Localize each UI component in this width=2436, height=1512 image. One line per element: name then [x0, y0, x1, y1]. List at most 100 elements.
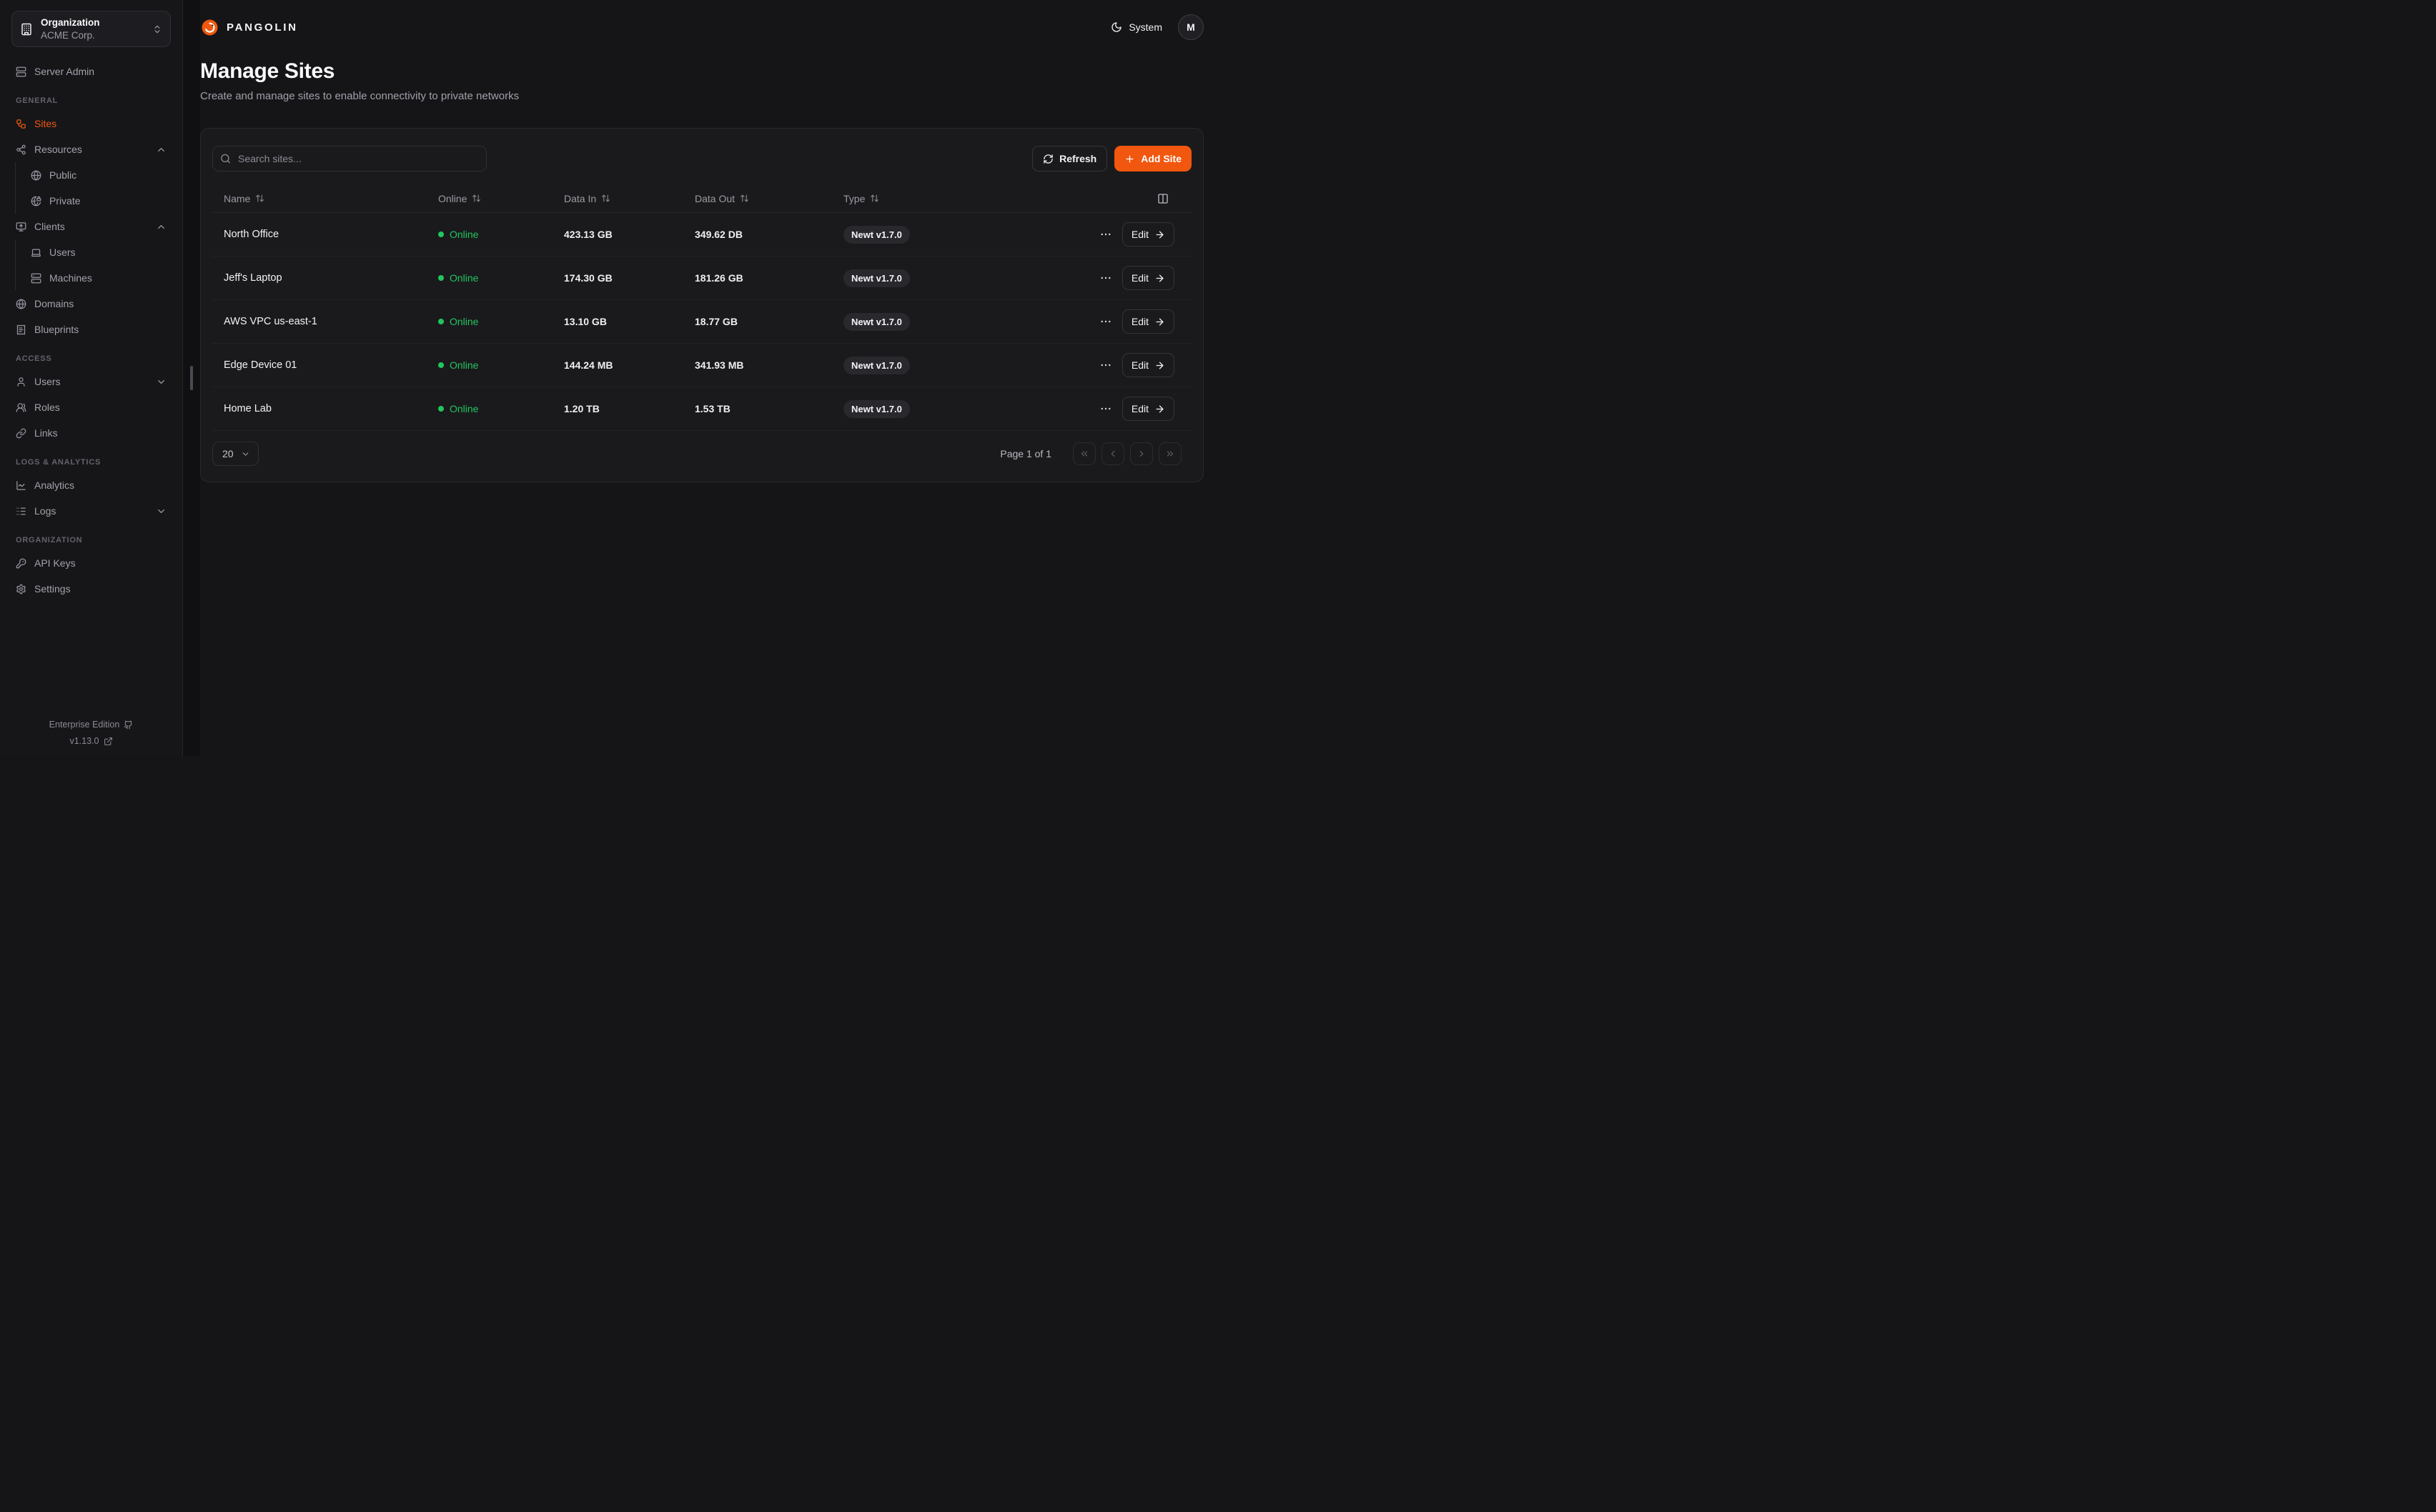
- first-page-button[interactable]: [1073, 442, 1096, 465]
- chevron-down-icon: [241, 449, 250, 459]
- row-more-button[interactable]: [1099, 315, 1112, 328]
- sidebar-item-machines[interactable]: Machines: [16, 265, 171, 291]
- sidebar-item-label: Users: [49, 247, 76, 259]
- search-box: [212, 146, 487, 171]
- row-more-button[interactable]: [1099, 228, 1112, 241]
- row-actions: Edit: [983, 353, 1187, 377]
- more-icon: [1099, 228, 1112, 241]
- server-icon: [16, 66, 26, 77]
- section-label-access: ACCESS: [16, 354, 52, 364]
- sidebar-item-api-keys[interactable]: API Keys: [11, 550, 171, 576]
- refresh-label: Refresh: [1059, 153, 1097, 164]
- last-page-button[interactable]: [1159, 442, 1182, 465]
- row-edit-button[interactable]: Edit: [1122, 353, 1174, 377]
- sidebar-item-client-users[interactable]: Users: [16, 239, 171, 265]
- sidebar-item-roles[interactable]: Roles: [11, 394, 171, 420]
- status-label: Online: [450, 403, 479, 414]
- column-header-name[interactable]: Name: [217, 193, 431, 204]
- row-edit-button[interactable]: Edit: [1122, 266, 1174, 290]
- resources-icon: [16, 144, 26, 155]
- theme-toggle[interactable]: System: [1111, 21, 1162, 33]
- status-badge: Online: [431, 229, 557, 240]
- refresh-button[interactable]: Refresh: [1032, 146, 1108, 171]
- chevron-left-icon: [1108, 449, 1118, 459]
- row-more-button[interactable]: [1099, 272, 1112, 284]
- chevron-down-icon: [156, 506, 167, 517]
- edit-label: Edit: [1131, 403, 1149, 414]
- sidebar-item-logs[interactable]: Logs: [11, 498, 171, 524]
- laptop-icon: [31, 247, 41, 258]
- search-input[interactable]: [212, 146, 487, 171]
- sidebar-item-private[interactable]: Private: [16, 188, 171, 214]
- sidebar-item-domains[interactable]: Domains: [11, 291, 171, 317]
- sidebar-item-links[interactable]: Links: [11, 420, 171, 446]
- sidebar-item-server-admin[interactable]: Server Admin: [11, 59, 171, 84]
- sidebar-item-label: Resources: [34, 144, 82, 156]
- sort-icon: [740, 194, 749, 203]
- table-row: North Office Online 423.13 GB 349.62 DB …: [212, 213, 1192, 257]
- sort-icon: [601, 194, 610, 203]
- chart-line-icon: [16, 480, 26, 491]
- row-actions: Edit: [983, 266, 1187, 290]
- sidebar-item-sites[interactable]: Sites: [11, 111, 171, 136]
- sidebar-item-analytics[interactable]: Analytics: [11, 472, 171, 498]
- sidebar-item-settings[interactable]: Settings: [11, 576, 171, 602]
- column-label: Online: [438, 192, 467, 204]
- column-header-online[interactable]: Online: [431, 193, 557, 204]
- table-row: Home Lab Online 1.20 TB 1.53 TB Newt v1.…: [212, 387, 1192, 431]
- main-content: PANGOLIN System M Manage Sites Create an…: [200, 0, 1218, 756]
- row-edit-button[interactable]: Edit: [1122, 222, 1174, 247]
- column-label: Type: [843, 192, 866, 204]
- toggle-columns-button[interactable]: [1157, 193, 1169, 204]
- add-site-button[interactable]: Add Site: [1114, 146, 1192, 171]
- sidebar-item-public[interactable]: Public: [16, 162, 171, 188]
- refresh-icon: [1043, 154, 1054, 164]
- sidebar-item-users[interactable]: Users: [11, 369, 171, 394]
- edit-label: Edit: [1131, 229, 1149, 240]
- topbar-right: System M: [1111, 14, 1204, 40]
- chevron-down-icon: [156, 377, 167, 387]
- data-in-value: 1.20 TB: [564, 403, 600, 414]
- row-more-button[interactable]: [1099, 402, 1112, 415]
- sidebar-item-label: Analytics: [34, 479, 75, 492]
- next-page-button[interactable]: [1130, 442, 1153, 465]
- online-dot: [438, 362, 444, 368]
- page-title: Manage Sites: [200, 59, 335, 83]
- chevron-up-icon: [156, 222, 167, 232]
- org-switcher[interactable]: Organization ACME Corp.: [11, 11, 171, 48]
- org-switcher-value: ACME Corp.: [41, 29, 95, 41]
- sidebar-item-blueprints[interactable]: Blueprints: [11, 317, 171, 342]
- version-link[interactable]: v1.13.0: [69, 736, 112, 746]
- sidebar-item-label: Links: [34, 427, 58, 439]
- chevron-up-icon: [156, 144, 167, 155]
- data-out-value: 349.62 DB: [695, 229, 743, 240]
- row-edit-button[interactable]: Edit: [1122, 397, 1174, 421]
- sidebar-item-label: Logs: [34, 505, 56, 517]
- sidebar: Organization ACME Corp. Server Admin GEN…: [0, 0, 183, 756]
- status-badge: Online: [431, 272, 557, 284]
- section-label-general: GENERAL: [16, 96, 59, 106]
- sidebar-item-resources[interactable]: Resources: [11, 136, 171, 162]
- column-header-data-in[interactable]: Data In: [557, 193, 688, 204]
- sidebar-resizer[interactable]: [183, 0, 200, 756]
- data-out-value: 181.26 GB: [695, 272, 743, 284]
- page-size-select[interactable]: 20: [212, 442, 259, 466]
- type-cell: Newt v1.7.0: [836, 399, 983, 418]
- column-header-type[interactable]: Type: [836, 193, 983, 204]
- edition-link[interactable]: Enterprise Edition: [49, 720, 134, 730]
- add-site-label: Add Site: [1141, 153, 1182, 164]
- type-badge: Newt v1.7.0: [843, 399, 910, 418]
- row-edit-button[interactable]: Edit: [1122, 309, 1174, 334]
- column-header-data-out[interactable]: Data Out: [688, 193, 836, 204]
- user-icon: [16, 377, 26, 387]
- sidebar-footer: Enterprise Edition v1.13.0: [11, 720, 171, 746]
- key-icon: [16, 558, 26, 569]
- data-in-value: 13.10 GB: [564, 316, 607, 327]
- row-more-button[interactable]: [1099, 359, 1112, 372]
- resizer-grip-handle[interactable]: [190, 366, 193, 390]
- sidebar-item-clients[interactable]: Clients: [11, 214, 171, 239]
- brand-name: PANGOLIN: [227, 21, 298, 34]
- previous-page-button[interactable]: [1101, 442, 1124, 465]
- type-badge: Newt v1.7.0: [843, 356, 910, 374]
- user-avatar[interactable]: M: [1178, 14, 1204, 40]
